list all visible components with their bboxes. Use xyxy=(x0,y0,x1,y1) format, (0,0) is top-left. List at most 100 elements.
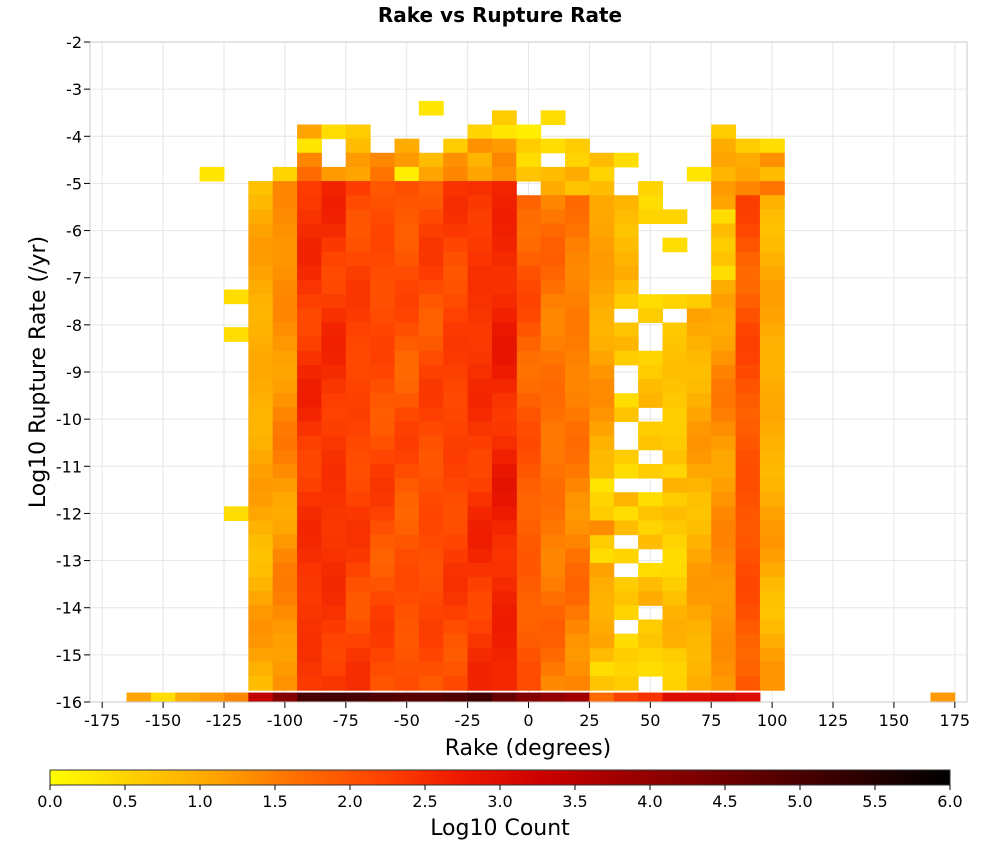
heatmap-cell xyxy=(491,492,517,507)
heatmap-cell xyxy=(540,110,566,125)
heatmap-cell xyxy=(345,181,371,196)
heatmap-cell xyxy=(711,379,737,394)
heatmap-cell xyxy=(540,449,566,465)
heatmap-cell xyxy=(418,280,444,295)
heatmap-cell xyxy=(272,421,298,437)
heatmap-cell xyxy=(443,138,469,154)
heatmap-cell xyxy=(370,379,396,394)
heatmap-cell xyxy=(418,100,444,116)
heatmap-cell xyxy=(345,251,371,267)
heatmap-cell xyxy=(272,449,298,465)
heatmap-cell xyxy=(370,336,396,352)
heatmap-cell xyxy=(759,478,785,493)
heatmap-cell xyxy=(613,195,639,210)
heatmap-cell xyxy=(516,661,542,677)
heatmap-cell xyxy=(540,350,566,366)
heatmap-cell xyxy=(443,336,469,352)
heatmap-cell xyxy=(370,463,396,479)
heatmap-cell xyxy=(321,463,347,479)
heatmap-cell xyxy=(540,138,566,154)
heatmap-cell xyxy=(443,421,469,437)
heatmap-cell xyxy=(272,633,298,649)
heatmap-cell xyxy=(491,605,517,620)
heatmap-cell xyxy=(321,605,347,620)
heatmap-cell xyxy=(491,407,517,422)
heatmap-cell xyxy=(394,605,420,620)
heatmap-cell xyxy=(491,591,517,606)
heatmap-cell xyxy=(711,322,737,338)
heatmap-cell xyxy=(418,209,444,224)
heatmap-cell xyxy=(345,577,371,592)
heatmap-cell xyxy=(613,350,639,366)
heatmap-cell xyxy=(491,110,517,125)
heatmap-cell xyxy=(638,692,663,703)
heatmap-cell xyxy=(345,506,371,521)
heatmap-cell xyxy=(345,322,371,338)
heatmap-cell xyxy=(321,265,347,281)
heatmap-cell xyxy=(589,676,615,691)
heatmap-cell xyxy=(467,195,493,210)
heatmap-cell xyxy=(516,322,542,338)
heatmap-cell xyxy=(711,449,737,465)
heatmap-cell xyxy=(491,195,517,210)
heatmap-cell xyxy=(491,577,517,592)
heatmap-cell xyxy=(345,463,371,479)
y-tick-label: -15 xyxy=(56,646,82,665)
heatmap-cell xyxy=(297,633,322,649)
heatmap-cell xyxy=(589,152,615,168)
heatmap-cell xyxy=(394,692,420,703)
heatmap-cell xyxy=(223,289,249,305)
heatmap-cell xyxy=(516,308,542,323)
heatmap-cell xyxy=(297,421,322,437)
heatmap-cell xyxy=(491,364,517,380)
heatmap-cell xyxy=(394,463,420,479)
heatmap-cell xyxy=(540,520,566,536)
heatmap-cell xyxy=(662,336,688,352)
heatmap-cell xyxy=(272,548,298,564)
heatmap-cell xyxy=(540,676,566,691)
heatmap-cell xyxy=(272,181,298,196)
heatmap-cell xyxy=(467,350,493,366)
heatmap-cell xyxy=(272,251,298,267)
heatmap-cell xyxy=(638,350,663,366)
heatmap-cell xyxy=(540,265,566,281)
heatmap-cell xyxy=(759,209,785,224)
heatmap-cell xyxy=(345,661,371,677)
heatmap-cell xyxy=(272,647,298,663)
heatmap-cell xyxy=(491,393,517,408)
heatmap-cell xyxy=(467,548,493,564)
heatmap-cell xyxy=(248,364,274,380)
heatmap-cell xyxy=(443,166,469,182)
heatmap-cell xyxy=(759,449,785,465)
heatmap-cell xyxy=(297,393,322,408)
heatmap-cell xyxy=(321,195,347,210)
heatmap-cell xyxy=(297,280,322,295)
heatmap-cell xyxy=(321,633,347,649)
heatmap-cell xyxy=(418,463,444,479)
heatmap-cell xyxy=(589,280,615,295)
colorbar-tick-label: 3.0 xyxy=(487,792,512,811)
heatmap-cell xyxy=(711,265,737,281)
heatmap-cell xyxy=(565,577,590,592)
heatmap-cell xyxy=(540,492,566,507)
heatmap-cell xyxy=(443,435,469,451)
heatmap-cell xyxy=(467,379,493,394)
heatmap-cell xyxy=(370,435,396,451)
heatmap-cell xyxy=(321,548,347,564)
heatmap-cell xyxy=(686,633,712,649)
heatmap-cell xyxy=(418,322,444,338)
heatmap-cell xyxy=(735,181,761,196)
x-axis-ticks: -175 -150 -125 -100 -75 -50 -25 0 25 50 75 100 125 15… xyxy=(84,702,970,730)
heatmap-cell xyxy=(467,577,493,592)
heatmap-cell xyxy=(443,647,469,663)
heatmap-cell xyxy=(418,195,444,210)
heatmap-cell xyxy=(297,692,322,703)
heatmap-cell xyxy=(370,562,396,578)
heatmap-cell xyxy=(589,166,615,182)
heatmap-cell xyxy=(686,407,712,422)
heatmap-cell xyxy=(345,548,371,564)
heatmap-cell xyxy=(321,336,347,352)
heatmap-cell xyxy=(467,619,493,635)
heatmap-cell xyxy=(516,124,542,140)
heatmap-cell xyxy=(248,195,274,210)
